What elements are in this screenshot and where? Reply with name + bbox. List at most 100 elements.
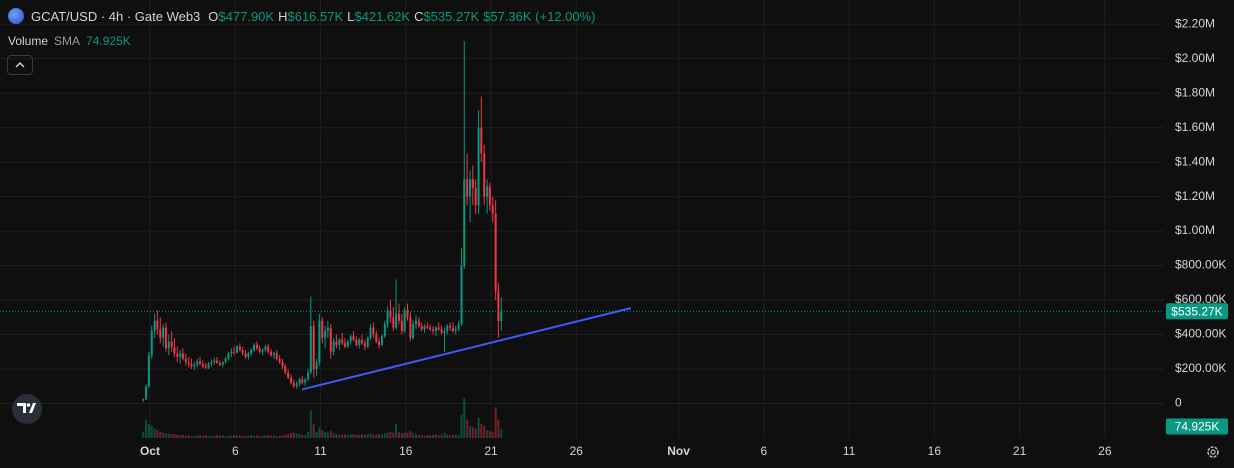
candle-body bbox=[346, 341, 349, 347]
x-tick-label: 11 bbox=[843, 444, 856, 458]
volume-bar bbox=[409, 431, 412, 438]
volume-bar bbox=[307, 431, 310, 438]
settings-ring bbox=[1207, 446, 1219, 458]
ohlc-item: L$421.62K bbox=[347, 9, 410, 24]
ohlc-value: $535.27K bbox=[423, 8, 480, 24]
candle-body bbox=[386, 310, 389, 325]
candle-body bbox=[400, 320, 403, 332]
y-tick-label: 0 bbox=[1175, 396, 1182, 410]
candle-body bbox=[309, 325, 312, 373]
volume-bar bbox=[321, 430, 324, 438]
x-tick-label: 21 bbox=[484, 444, 498, 458]
volume-bar bbox=[415, 434, 418, 438]
volume-bar bbox=[494, 407, 497, 438]
y-tick-label: $1.20M bbox=[1175, 189, 1215, 203]
candle-body bbox=[409, 317, 412, 338]
volume-bar bbox=[224, 436, 227, 438]
volume-bar bbox=[176, 434, 179, 438]
volume-bar bbox=[341, 434, 344, 438]
candle-body bbox=[275, 353, 278, 359]
candle-body bbox=[298, 379, 301, 384]
candle-body bbox=[210, 362, 213, 364]
tv-logo-bg bbox=[12, 394, 42, 424]
candle-body bbox=[389, 310, 392, 318]
volume-bar bbox=[281, 435, 284, 438]
volume-bar bbox=[261, 435, 264, 438]
candle-body bbox=[341, 339, 344, 344]
volume-bar bbox=[449, 435, 452, 438]
candle-body bbox=[190, 363, 193, 367]
volume-bar bbox=[486, 430, 489, 438]
volume-bar bbox=[216, 434, 219, 438]
volume-bar bbox=[324, 431, 327, 438]
volume-bar bbox=[318, 427, 321, 438]
candle-body bbox=[187, 362, 190, 364]
candle-body bbox=[355, 339, 358, 345]
settings-icon[interactable] bbox=[1207, 446, 1219, 458]
settings-center bbox=[1210, 449, 1216, 455]
candle-body bbox=[270, 351, 273, 356]
y-tick-label: $1.80M bbox=[1175, 85, 1215, 99]
volume-bar bbox=[210, 435, 213, 438]
candle-body bbox=[304, 379, 307, 383]
volume-bar bbox=[298, 434, 301, 438]
candle-body bbox=[233, 351, 236, 353]
candles bbox=[142, 41, 503, 402]
candle-body bbox=[488, 186, 491, 206]
candle-body bbox=[264, 346, 267, 351]
volume-bar bbox=[309, 410, 312, 438]
volume-bar bbox=[250, 434, 253, 438]
symbol-logo bbox=[8, 8, 24, 24]
symbol-title[interactable]: GCAT/USD · 4h · Gate Web3 bbox=[31, 8, 201, 24]
volume-bar bbox=[145, 419, 148, 438]
candle-body bbox=[164, 327, 167, 349]
candle-body bbox=[193, 364, 196, 367]
candle-body bbox=[486, 186, 489, 197]
candle-body bbox=[150, 331, 153, 356]
collapse-button[interactable] bbox=[7, 55, 33, 75]
tv-logo-mark bbox=[17, 403, 36, 413]
candle-body bbox=[312, 325, 315, 370]
volume-bar bbox=[437, 435, 440, 438]
volume-bar bbox=[500, 428, 503, 438]
candle-body bbox=[272, 353, 275, 356]
candle-body bbox=[238, 346, 241, 351]
candle-body bbox=[295, 383, 298, 387]
volume-bar bbox=[227, 435, 230, 438]
volume-label[interactable]: Volume bbox=[8, 34, 49, 48]
candle-body bbox=[198, 361, 201, 364]
volume-bar bbox=[355, 434, 358, 438]
volume-sma-tag bbox=[1166, 418, 1228, 435]
candle-body bbox=[358, 339, 361, 345]
candle-body bbox=[463, 179, 466, 266]
candle-body bbox=[167, 341, 170, 349]
volume-bar bbox=[343, 434, 346, 438]
volume-bar bbox=[167, 433, 170, 438]
volume-bar bbox=[213, 435, 216, 438]
candle-body bbox=[392, 317, 395, 328]
volume-bar bbox=[477, 418, 480, 438]
candle-body bbox=[449, 325, 452, 328]
candle-body bbox=[403, 310, 406, 332]
x-tick-label: 26 bbox=[1098, 444, 1112, 458]
y-tick-label: $1.00M bbox=[1175, 223, 1215, 237]
volume-bar bbox=[386, 432, 389, 438]
x-tick-label: 21 bbox=[1013, 444, 1027, 458]
volume-bar bbox=[244, 435, 247, 438]
candle-body bbox=[406, 310, 409, 318]
volume-bar bbox=[181, 434, 184, 438]
candle-body bbox=[474, 187, 477, 206]
candle-body bbox=[181, 353, 184, 359]
volume-bar bbox=[295, 433, 298, 438]
candle-body bbox=[326, 327, 329, 332]
candle-body bbox=[278, 358, 281, 363]
volume-bar bbox=[159, 431, 162, 438]
candle-body bbox=[247, 353, 250, 357]
candle-body bbox=[378, 341, 381, 345]
candle-body bbox=[397, 313, 400, 321]
volume-bar bbox=[474, 428, 477, 438]
volume-bar bbox=[483, 425, 486, 438]
candle-body bbox=[173, 346, 176, 354]
ohlc-item: H$616.57K bbox=[278, 9, 343, 24]
candle-body bbox=[235, 346, 238, 353]
